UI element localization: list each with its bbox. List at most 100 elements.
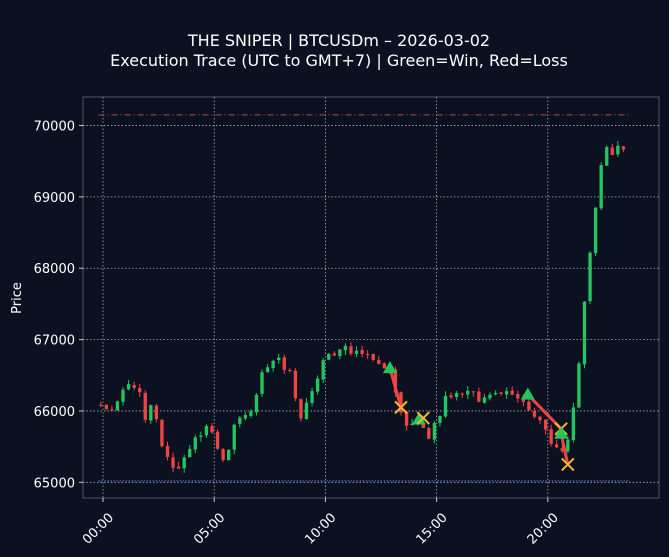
candle-body bbox=[143, 393, 147, 420]
candle-body bbox=[99, 404, 103, 406]
candle-body bbox=[299, 399, 303, 419]
candle-body bbox=[210, 426, 214, 433]
candle-body bbox=[188, 448, 192, 458]
trade-exit-marker bbox=[416, 411, 430, 425]
candle-body bbox=[393, 369, 398, 393]
candle-body bbox=[232, 424, 236, 450]
candle-body bbox=[621, 146, 626, 150]
candle-body bbox=[454, 393, 459, 398]
candle-body bbox=[293, 370, 298, 399]
candle-body bbox=[460, 393, 464, 395]
candle-body bbox=[238, 417, 242, 424]
candle-body bbox=[215, 431, 220, 449]
candle-body bbox=[616, 145, 620, 155]
candle-body bbox=[365, 353, 370, 355]
candle-body bbox=[510, 390, 514, 395]
candle-body bbox=[204, 426, 209, 436]
candle-body bbox=[427, 428, 431, 439]
candle-body bbox=[176, 466, 181, 469]
candle-body bbox=[304, 402, 309, 420]
candle-body bbox=[566, 439, 570, 452]
candle-body bbox=[555, 444, 559, 448]
candle-body bbox=[593, 207, 598, 254]
candle-body bbox=[199, 435, 203, 437]
candle-body bbox=[571, 407, 576, 440]
candle-body bbox=[332, 353, 336, 356]
candle-body bbox=[516, 393, 520, 399]
trade-path bbox=[559, 432, 570, 466]
candle-body bbox=[582, 301, 587, 365]
candle-body bbox=[338, 349, 342, 357]
candle-body bbox=[421, 422, 425, 428]
candle-body bbox=[577, 363, 581, 408]
candle-body bbox=[154, 405, 159, 420]
candle-body bbox=[126, 384, 131, 390]
candle-body bbox=[488, 394, 492, 399]
candle-body bbox=[477, 391, 481, 402]
candle-body bbox=[360, 349, 364, 354]
candle-body bbox=[132, 385, 136, 388]
candle-body bbox=[104, 404, 109, 410]
trade-entry-marker bbox=[554, 426, 569, 439]
chart-title-line-1: THE SNIPER | BTCUSDm – 2026-03-02 bbox=[187, 31, 490, 50]
candle-body bbox=[432, 423, 437, 440]
candle-body bbox=[310, 391, 314, 403]
candle-body bbox=[327, 353, 331, 360]
trade-entry-marker bbox=[411, 412, 426, 425]
candle-body bbox=[110, 409, 114, 411]
candle-body bbox=[605, 147, 609, 166]
candle-body bbox=[404, 411, 409, 426]
candle-body bbox=[343, 345, 348, 351]
candle-body bbox=[532, 411, 537, 417]
candle-body bbox=[493, 393, 498, 395]
candle-body bbox=[193, 437, 197, 450]
candle-body bbox=[288, 369, 292, 372]
candle-body bbox=[482, 397, 487, 403]
candle-body bbox=[321, 360, 325, 380]
candle-body bbox=[282, 357, 286, 370]
candle-body bbox=[160, 419, 164, 447]
candle-body bbox=[588, 252, 592, 302]
candle-body bbox=[354, 350, 359, 354]
candle-body bbox=[265, 367, 270, 373]
trade-path bbox=[388, 366, 403, 409]
candle-body bbox=[549, 429, 553, 444]
candle-body bbox=[538, 416, 542, 421]
candle-body bbox=[243, 415, 248, 419]
candle-body bbox=[121, 389, 125, 402]
candle-body bbox=[271, 360, 275, 369]
candle-body bbox=[149, 405, 153, 421]
candle-body bbox=[377, 359, 381, 364]
candle-body bbox=[138, 388, 142, 393]
candle-body bbox=[560, 448, 564, 452]
trade-entry-marker bbox=[382, 361, 397, 374]
candle-body bbox=[504, 391, 509, 395]
plot-area: 00:00 05:00 10:00 15:00 20:00650006600067000… bbox=[34, 96, 660, 548]
y-tick-label: 65000 bbox=[34, 476, 75, 491]
candle-body bbox=[521, 398, 526, 402]
candle-body bbox=[438, 415, 442, 423]
candle-body bbox=[527, 401, 531, 411]
candle-body bbox=[499, 392, 503, 394]
chart-title-line-2: Execution Trace (UTC to GMT+7) | Green=W… bbox=[110, 51, 568, 70]
candle-body bbox=[254, 394, 259, 413]
y-axis-label: Price bbox=[10, 282, 25, 314]
y-tick-label: 69000 bbox=[34, 191, 75, 206]
y-tick-label: 68000 bbox=[34, 262, 75, 277]
candle-body bbox=[260, 372, 264, 394]
candle-body bbox=[221, 449, 225, 461]
candle-body bbox=[165, 445, 170, 457]
candle-body bbox=[610, 147, 614, 155]
candle-body bbox=[315, 378, 320, 392]
candle-body bbox=[471, 391, 475, 393]
candle-body bbox=[466, 390, 470, 395]
candle-body bbox=[349, 346, 353, 354]
trade-exit-marker bbox=[561, 457, 575, 472]
candle-body bbox=[599, 165, 603, 209]
candle-body bbox=[543, 419, 548, 430]
candle-body bbox=[449, 395, 453, 398]
candle-body bbox=[227, 449, 231, 461]
candle-body bbox=[443, 395, 448, 417]
candle-body bbox=[277, 357, 281, 361]
